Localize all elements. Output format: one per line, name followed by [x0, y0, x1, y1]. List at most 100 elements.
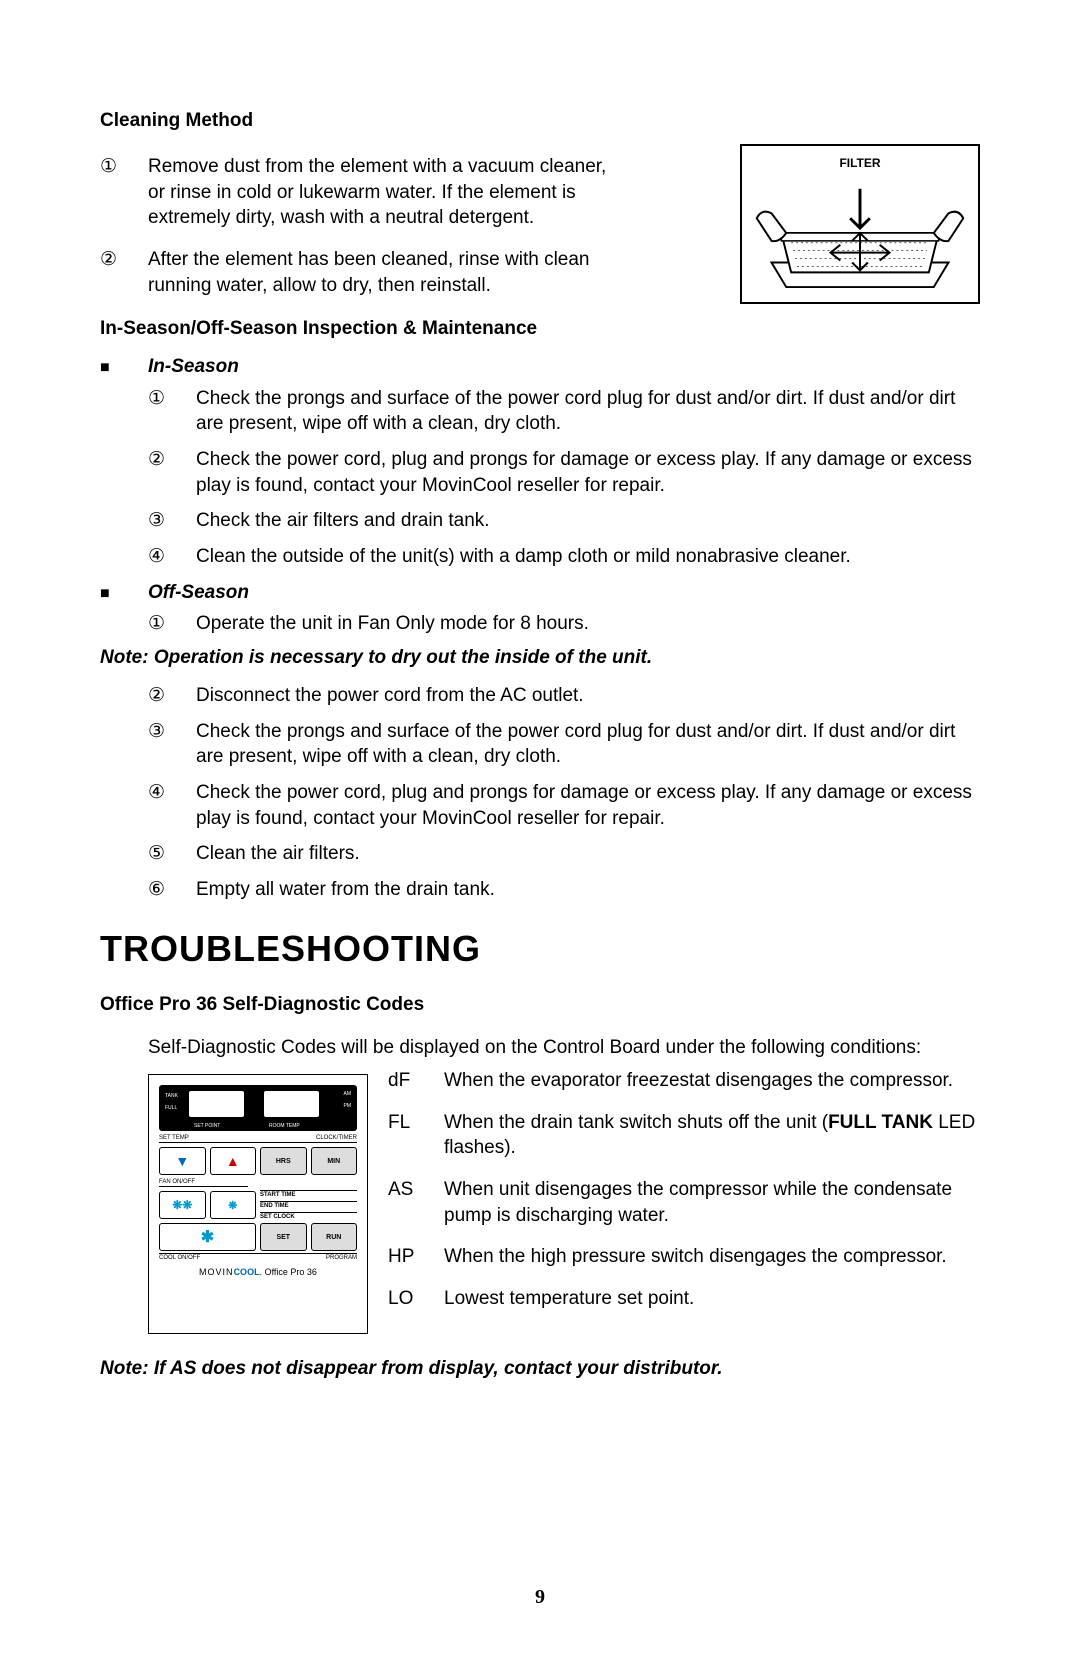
panel-pm-label: PM: [344, 1103, 352, 1109]
step-number: ①: [100, 154, 148, 231]
panel-button-row-2: ❋❋❋ START TIME END TIME SET CLOCK: [159, 1187, 357, 1223]
code-text: Lowest temperature set point.: [444, 1286, 694, 1312]
panel-cool-button: ✱: [159, 1223, 256, 1251]
panel-coolonoff-label: COOL ON/OFF: [159, 1255, 200, 1261]
step-text: Check the power cord, plug and prongs fo…: [196, 780, 980, 831]
off-season-step-1: ① Operate the unit in Fan Only mode for …: [100, 611, 980, 637]
code-HP: HP When the high pressure switch disenga…: [388, 1244, 980, 1270]
troubleshooting-heading: TROUBLESHOOTING: [100, 928, 980, 970]
brand-movin: MOVIN: [199, 1267, 234, 1277]
cleaning-step-1: ① Remove dust from the element with a va…: [100, 154, 722, 231]
panel-screen-right: [264, 1091, 319, 1117]
step-text: After the element has been cleaned, rins…: [148, 247, 618, 298]
step-text: Check the air filters and drain tank.: [196, 508, 490, 534]
control-panel-illustration: TANK FULL AM PM SET POINT ROOM TEMP SET …: [148, 1074, 368, 1334]
panel-fanonoff-label: FAN ON/OFF: [159, 1179, 248, 1187]
diagnostic-codes-list: dF When the evaporator freezestat diseng…: [388, 1068, 980, 1334]
inspection-heading: In-Season/Off-Season Inspection & Mainte…: [100, 318, 980, 340]
down-triangle-icon: ▼: [175, 1153, 189, 1169]
panel-run-button: RUN: [311, 1223, 358, 1251]
code-LO: LO Lowest temperature set point.: [388, 1286, 980, 1312]
panel-button-row-1: ▼ ▲ HRS MIN: [159, 1147, 357, 1175]
panel-fan-low-button: ❋: [210, 1191, 257, 1219]
codes-area: TANK FULL AM PM SET POINT ROOM TEMP SET …: [100, 1068, 980, 1334]
code-FL: FL When the drain tank switch shuts off …: [388, 1110, 980, 1161]
panel-setclock-label: SET CLOCK: [260, 1212, 357, 1220]
off-season-bullet: ■ Off-Season: [100, 580, 980, 606]
panel-setpoint-label: SET POINT: [194, 1123, 220, 1129]
off-season-label: Off-Season: [148, 580, 249, 606]
step-number: ④: [148, 780, 196, 831]
code-text: When the high pressure switch disengages…: [444, 1244, 947, 1270]
snowflake-icon: ✱: [201, 1227, 214, 1247]
panel-up-button: ▲: [210, 1147, 257, 1175]
off-season-step-6: ⑥ Empty all water from the drain tank.: [100, 877, 980, 903]
panel-settemp-label: SET TEMP: [159, 1135, 189, 1141]
step-text: Operate the unit in Fan Only mode for 8 …: [196, 611, 589, 637]
panel-bottom-labels: COOL ON/OFF PROGRAM: [159, 1253, 357, 1261]
code-AS: AS When unit disengages the compressor w…: [388, 1177, 980, 1228]
cleaning-method-heading: Cleaning Method: [100, 110, 980, 132]
in-season-label: In-Season: [148, 354, 239, 380]
off-season-step-4: ④ Check the power cord, plug and prongs …: [100, 780, 980, 831]
in-season-step-2: ② Check the power cord, plug and prongs …: [100, 447, 980, 498]
filter-diagram-svg: [742, 174, 978, 302]
brand-cool: COOL: [234, 1267, 260, 1277]
panel-starttime-label: START TIME: [260, 1190, 357, 1198]
panel-min-button: MIN: [311, 1147, 358, 1175]
manual-page: Cleaning Method FILTER ① Remove dust fro…: [0, 0, 1080, 1669]
off-season-step-5: ⑤ Clean the air filters.: [100, 841, 980, 867]
panel-tank-label: TANK: [165, 1093, 178, 1099]
cleaning-step-2: ② After the element has been cleaned, ri…: [100, 247, 722, 298]
code-text-bold: FULL TANK: [828, 1112, 933, 1133]
step-number: ②: [100, 247, 148, 298]
step-text: Empty all water from the drain tank.: [196, 877, 495, 903]
code-key: LO: [388, 1286, 444, 1312]
square-bullet-icon: ■: [100, 354, 148, 380]
fan-high-icon: ❋❋: [172, 1198, 192, 1212]
in-season-bullet: ■ In-Season: [100, 354, 980, 380]
code-text-pre: When the drain tank switch shuts off the…: [444, 1112, 828, 1133]
filter-label: FILTER: [742, 156, 978, 170]
step-text: Check the prongs and surface of the powe…: [196, 386, 980, 437]
step-text: Clean the air filters.: [196, 841, 360, 867]
off-season-step-2: ② Disconnect the power cord from the AC …: [100, 683, 980, 709]
panel-hrs-button: HRS: [260, 1147, 307, 1175]
diagnostic-codes-heading: Office Pro 36 Self-Diagnostic Codes: [100, 994, 980, 1016]
panel-set-button: SET: [260, 1223, 307, 1251]
step-number: ④: [148, 544, 196, 570]
panel-fan-high-button: ❋❋: [159, 1191, 206, 1219]
in-season-step-3: ③ Check the air filters and drain tank.: [100, 508, 980, 534]
panel-roomtemp-label: ROOM TEMP: [269, 1123, 300, 1129]
up-triangle-icon: ▲: [226, 1153, 240, 1169]
codes-intro-text: Self-Diagnostic Codes will be displayed …: [148, 1034, 980, 1062]
brand-suffix: . Office Pro 36: [260, 1267, 317, 1277]
code-dF: dF When the evaporator freezestat diseng…: [388, 1068, 980, 1094]
code-text: When unit disengages the compressor whil…: [444, 1177, 980, 1228]
step-number: ③: [148, 508, 196, 534]
step-number: ①: [148, 386, 196, 437]
panel-full-label: FULL: [165, 1105, 177, 1111]
step-text: Clean the outside of the unit(s) with a …: [196, 544, 851, 570]
filter-illustration: FILTER: [740, 144, 980, 304]
operation-note: Note: Operation is necessary to dry out …: [100, 647, 980, 669]
code-key: AS: [388, 1177, 444, 1228]
panel-button-row-3: ✱ SETRUN: [159, 1223, 357, 1251]
in-season-step-4: ④ Clean the outside of the unit(s) with …: [100, 544, 980, 570]
panel-display: TANK FULL AM PM SET POINT ROOM TEMP: [159, 1085, 357, 1131]
panel-brand: MOVINCOOL. Office Pro 36: [159, 1267, 357, 1277]
fan-low-icon: ❋: [228, 1199, 237, 1212]
code-key: HP: [388, 1244, 444, 1270]
step-text: Check the prongs and surface of the powe…: [196, 719, 980, 770]
panel-row-labels: SET TEMP CLOCK/TIMER: [159, 1135, 357, 1143]
step-text: Disconnect the power cord from the AC ou…: [196, 683, 584, 709]
panel-screen-left: [189, 1091, 244, 1117]
panel-am-label: AM: [344, 1091, 352, 1097]
step-number: ③: [148, 719, 196, 770]
panel-endtime-label: END TIME: [260, 1201, 357, 1209]
panel-down-button: ▼: [159, 1147, 206, 1175]
square-bullet-icon: ■: [100, 580, 148, 606]
code-key: dF: [388, 1068, 444, 1094]
panel-program-label: PROGRAM: [326, 1255, 357, 1261]
in-season-step-1: ① Check the prongs and surface of the po…: [100, 386, 980, 437]
